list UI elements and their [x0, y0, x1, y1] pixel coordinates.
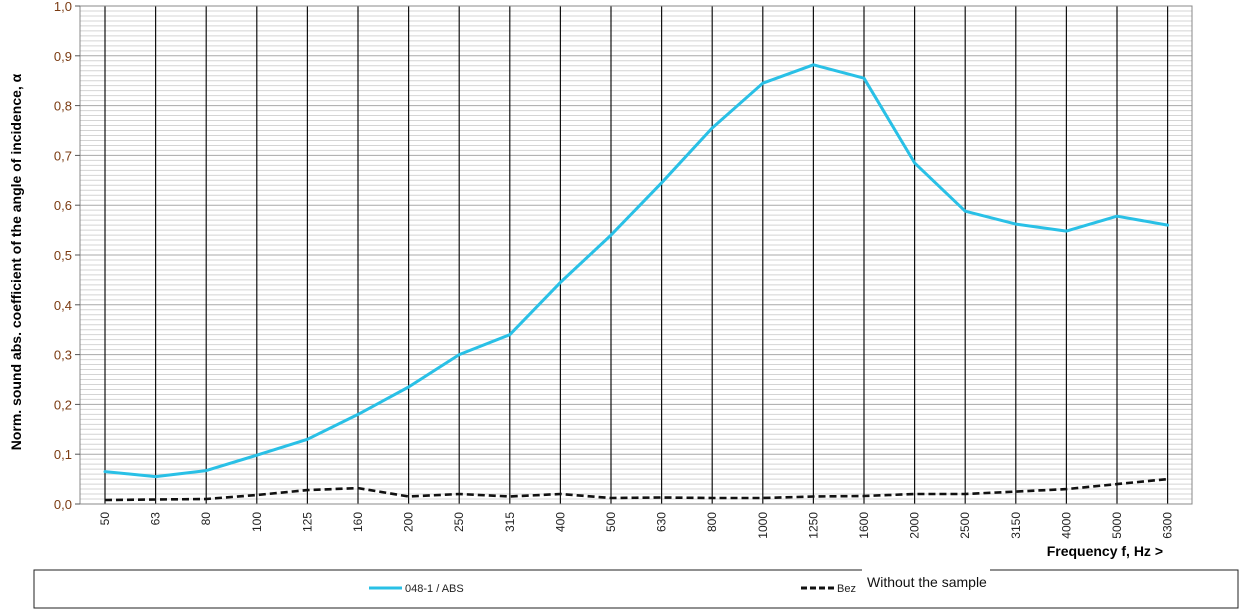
x-tick-label: 100 [250, 512, 264, 532]
x-tick-label: 63 [149, 512, 163, 526]
legend-label-048-1-abs: 048-1 / ABS [405, 583, 464, 595]
y-tick-label: 0,0 [54, 497, 72, 512]
x-tick-label: 1250 [806, 512, 820, 539]
y-tick-label: 0,9 [54, 49, 72, 64]
legend-label-bez: Bez [837, 583, 856, 595]
y-axis-ticks: 0,0 0,1 0,2 0,3 0,4 0,5 0,6 0,7 0,8 0,9 1,0 [54, 0, 80, 512]
legend-box [33, 569, 1239, 609]
y-tick-label: 0,2 [54, 397, 72, 412]
annotation-without-sample: Without the sample [867, 574, 987, 590]
x-tick-label: 500 [604, 512, 618, 532]
minor-grid [80, 10, 1192, 500]
y-axis-label: Norm. sound abs. coefficient of the angl… [8, 73, 24, 450]
y-tick-label: 0,3 [54, 348, 72, 363]
y-tick-label: 0,7 [54, 148, 72, 163]
x-tick-label: 160 [351, 512, 365, 532]
y-tick-label: 1,0 [54, 0, 72, 14]
x-tick-label: 400 [553, 512, 567, 532]
y-tick-label: 0,1 [54, 447, 72, 462]
x-axis-ticks: 50 63 80 100 125 160 200 250 315 400 500 630 800 1000… [98, 512, 1175, 539]
series-line-1 [104, 477, 1168, 502]
y-tick-label: 0,5 [54, 248, 72, 263]
x-tick-label: 2000 [908, 512, 922, 539]
series-layer [103, 63, 1170, 502]
x-tick-label: 200 [402, 512, 416, 532]
x-tick-label: 50 [98, 512, 112, 526]
x-tick-label: 125 [300, 512, 314, 532]
x-tick-label: 6300 [1161, 512, 1175, 539]
x-tick-label: 630 [655, 512, 669, 532]
y-tick-label: 0,6 [54, 198, 72, 213]
x-tick-label: 1600 [857, 512, 871, 539]
x-tick-label: 2500 [958, 512, 972, 539]
x-tick-label: 5000 [1110, 512, 1124, 539]
y-tick-label: 0,4 [54, 298, 72, 313]
x-tick-label: 1000 [756, 512, 770, 539]
x-tick-label: 250 [452, 512, 466, 532]
legend: 048-1 / ABS Bez Without the sample [33, 568, 1239, 609]
x-tick-label: 4000 [1059, 512, 1073, 539]
y-tick-label: 0,8 [54, 99, 72, 114]
vertical-grid [104, 6, 1169, 504]
x-tick-label: 315 [503, 512, 517, 532]
annotation-backdrop [862, 568, 990, 592]
x-tick-label: 800 [705, 512, 719, 532]
x-axis-label: Frequency f, Hz > [1047, 543, 1163, 559]
x-tick-label: 3150 [1009, 512, 1023, 539]
x-tick-label: 80 [199, 512, 213, 526]
series-line-0 [103, 63, 1170, 479]
